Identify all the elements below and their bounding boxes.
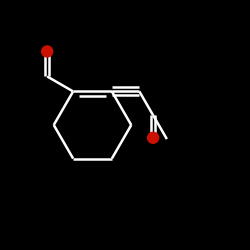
Circle shape (42, 46, 53, 57)
Circle shape (148, 132, 159, 143)
